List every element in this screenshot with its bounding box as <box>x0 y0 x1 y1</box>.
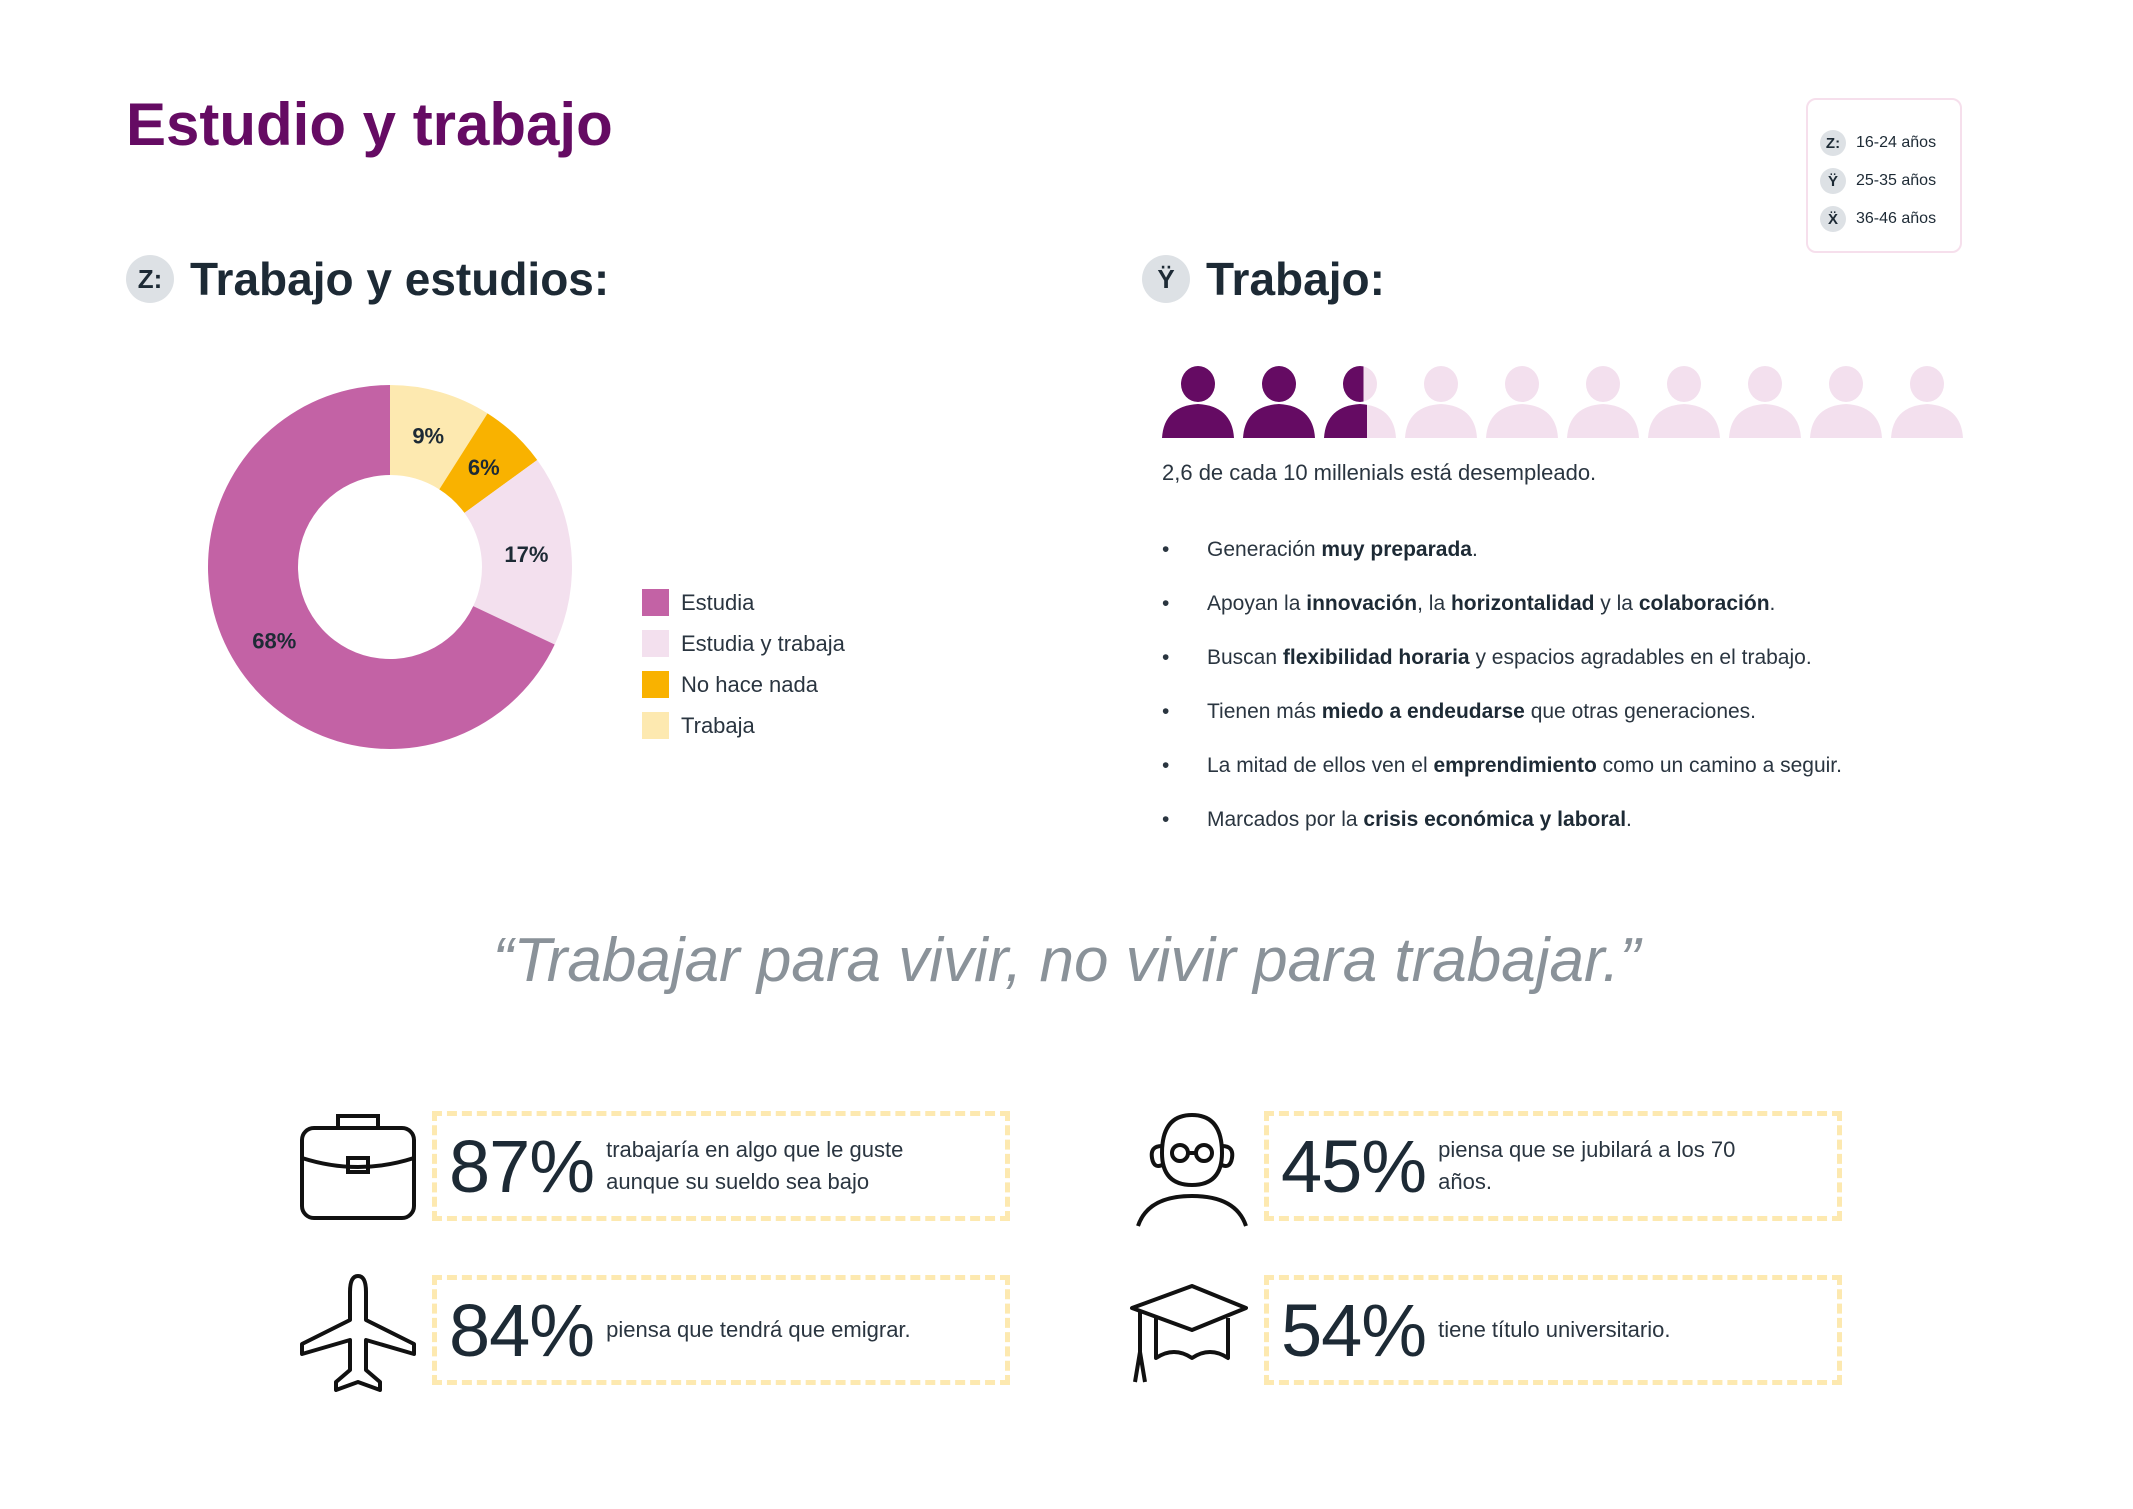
legend-item: No hace nada <box>642 664 845 705</box>
z-badge-icon: Z: <box>1820 130 1846 156</box>
y-badge-icon: Ÿ <box>1142 255 1190 303</box>
bullet-dot-icon: • <box>1162 538 1170 561</box>
person-icon <box>1810 366 1882 438</box>
legend-item: Estudia y trabaja <box>642 623 845 664</box>
section-title: Trabajo: <box>1206 253 1385 305</box>
bullet-text: Apoyan la innovación, la horizontalidad … <box>1207 592 1776 615</box>
person-icon <box>1567 366 1639 438</box>
stat-number: 45% <box>1281 1124 1427 1208</box>
bullet-item: • La mitad de ellos ven el emprendimiento… <box>1162 754 1842 778</box>
bullet-text: La mitad de ellos ven el emprendimiento … <box>1207 754 1842 777</box>
donut-slice-no-hace-nada <box>439 413 538 513</box>
graduation-cap-icon <box>1130 1284 1248 1383</box>
stat-number: 87% <box>449 1124 595 1208</box>
person-icon <box>1405 366 1477 438</box>
stat-number: 84% <box>449 1288 595 1372</box>
bullet-item: • Generación muy preparada. <box>1162 538 1478 562</box>
airplane-icon <box>300 1274 416 1392</box>
bullet-text: Generación muy preparada. <box>1207 538 1478 561</box>
old-man-icon <box>1136 1112 1248 1227</box>
legend-swatch <box>642 630 669 657</box>
stat-box: 87% trabajaría en algo que le guste aunqu… <box>432 1111 1010 1221</box>
quote: “Trabajar para vivir, no vivir para trab… <box>492 926 1641 995</box>
section-y-heading: Ÿ Trabajo: <box>1142 252 1385 306</box>
legend-label: No hace nada <box>681 671 818 697</box>
bullet-dot-icon: • <box>1162 592 1170 615</box>
age-label: 36-46 años <box>1856 210 1937 227</box>
age-label: 16-24 años <box>1856 134 1937 151</box>
person-icon <box>1243 366 1315 438</box>
bullet-text: Tienen más miedo a endeudarse que otras … <box>1207 700 1757 723</box>
bullet-text: Marcados por la crisis económica y labor… <box>1207 808 1632 831</box>
bullet-dot-icon: • <box>1162 808 1170 831</box>
bullet-item: • Apoyan la innovación, la horizontalidad… <box>1162 592 1775 616</box>
stat-box: 54% tiene título universitario. <box>1264 1275 1842 1385</box>
stat-text: piensa que se jubilará a los 70 años. <box>1438 1137 1736 1194</box>
bullet-item: • Tienen más miedo a endeudarse que otras… <box>1162 700 1756 724</box>
age-legend-z: Z: 16-24 años <box>1820 124 1960 162</box>
stat-box: 84% piensa que tendrá que emigrar. <box>432 1275 1010 1385</box>
donut-slice-estudia-y-trabaja <box>464 460 572 645</box>
age-label: 25-35 años <box>1856 172 1937 189</box>
data-label: 17% <box>504 542 548 567</box>
bullet-item: • Marcados por la crisis económica y labo… <box>1162 808 1632 832</box>
stat-text: piensa que tendrá que emigrar. <box>606 1317 911 1342</box>
legend-swatch <box>642 589 669 616</box>
bullet-item: • Buscan flexibilidad horaria y espacios … <box>1162 646 1812 670</box>
chart-legend: Estudia Estudia y trabaja No hace nada Trab… <box>642 582 845 746</box>
legend-label: Estudia <box>681 589 755 615</box>
legend-label: Estudia y trabaja <box>681 630 845 656</box>
person-icon <box>1891 366 1963 438</box>
section-z-heading: Z: Trabajo y estudios: <box>126 252 609 306</box>
bullet-dot-icon: • <box>1162 754 1170 777</box>
stat-text: tiene título universitario. <box>1438 1317 1671 1342</box>
y-badge-icon: Ÿ <box>1820 168 1846 194</box>
donut-slice-estudia <box>208 385 555 749</box>
age-legend-x: Ẍ 36-46 años <box>1820 200 1960 238</box>
person-icon <box>1729 366 1801 438</box>
legend-label: Trabaja <box>681 712 755 738</box>
legend-swatch <box>642 712 669 739</box>
page-title: Estudio y trabajo <box>126 91 613 158</box>
person-icon <box>1486 366 1558 438</box>
z-badge-icon: Z: <box>126 255 174 303</box>
bullet-text: Buscan flexibilidad horaria y espacios a… <box>1207 646 1812 669</box>
unemployment-caption: 2,6 de cada 10 millenials está desemplea… <box>1162 460 1597 485</box>
briefcase-icon <box>300 1114 416 1220</box>
x-badge-icon: Ẍ <box>1820 206 1846 232</box>
donut-chart: 9% 6% 17% 68% <box>208 385 572 749</box>
legend-swatch <box>642 671 669 698</box>
bullet-dot-icon: • <box>1162 646 1170 669</box>
age-legend: Z: 16-24 años Ÿ 25-35 años Ẍ 36-46 años <box>1806 98 1962 253</box>
age-legend-y: Ÿ 25-35 años <box>1820 162 1960 200</box>
stat-box: 45% piensa que se jubilará a los 70 años. <box>1264 1111 1842 1221</box>
donut-slice-trabaja <box>390 385 488 490</box>
data-label: 68% <box>252 628 296 653</box>
stat-number: 54% <box>1281 1288 1427 1372</box>
legend-item: Estudia <box>642 582 845 623</box>
person-icon <box>1162 366 1234 438</box>
data-label: 9% <box>412 423 444 448</box>
person-icon <box>1648 366 1720 438</box>
legend-item: Trabaja <box>642 705 845 746</box>
people-pictogram <box>1162 366 1963 438</box>
person-icon <box>1324 366 1396 438</box>
data-label: 6% <box>468 455 500 480</box>
stat-text: trabajaría en algo que le guste aunque s… <box>606 1137 904 1194</box>
bullet-dot-icon: • <box>1162 700 1170 723</box>
section-title: Trabajo y estudios: <box>190 253 610 305</box>
